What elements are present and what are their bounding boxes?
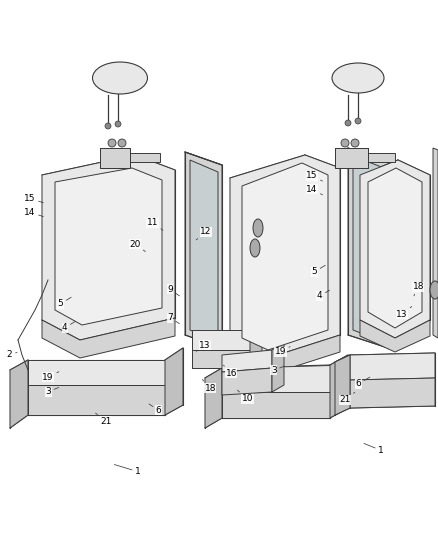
Polygon shape [165, 348, 183, 415]
Text: 4: 4 [62, 321, 76, 332]
Polygon shape [230, 335, 340, 375]
Text: 5: 5 [311, 265, 325, 276]
Text: 21: 21 [339, 392, 355, 404]
Text: 20: 20 [129, 240, 145, 252]
Text: 15: 15 [24, 194, 43, 203]
Circle shape [341, 139, 349, 147]
Polygon shape [55, 168, 162, 325]
Text: 16: 16 [223, 365, 237, 377]
Text: 3: 3 [271, 366, 284, 375]
Text: 7: 7 [167, 313, 180, 324]
Polygon shape [230, 155, 340, 358]
Circle shape [118, 139, 126, 147]
Polygon shape [360, 160, 430, 338]
Polygon shape [360, 320, 430, 352]
Text: 19: 19 [275, 346, 290, 356]
Circle shape [351, 139, 359, 147]
Polygon shape [28, 385, 165, 415]
Ellipse shape [92, 62, 148, 94]
Text: 3: 3 [45, 387, 59, 396]
Polygon shape [272, 342, 284, 392]
Text: 15: 15 [306, 172, 322, 181]
Text: 6: 6 [149, 404, 162, 415]
Text: 5: 5 [57, 297, 71, 308]
Polygon shape [348, 148, 388, 348]
Polygon shape [368, 168, 422, 328]
Polygon shape [28, 360, 165, 385]
Text: 18: 18 [202, 379, 216, 392]
Polygon shape [222, 368, 272, 395]
Polygon shape [100, 148, 130, 168]
Polygon shape [433, 148, 438, 338]
Text: 1: 1 [114, 465, 141, 476]
Text: 1: 1 [364, 443, 384, 455]
Polygon shape [10, 360, 28, 428]
Polygon shape [222, 350, 272, 372]
Polygon shape [368, 153, 395, 162]
Polygon shape [242, 163, 328, 350]
Circle shape [108, 139, 116, 147]
Polygon shape [350, 353, 435, 380]
Text: 10: 10 [237, 390, 253, 403]
Text: 21: 21 [95, 413, 112, 425]
Ellipse shape [250, 239, 260, 257]
Text: 13: 13 [196, 341, 211, 352]
Circle shape [345, 120, 351, 126]
Polygon shape [190, 160, 218, 342]
Text: 6: 6 [355, 377, 370, 388]
Polygon shape [130, 153, 160, 162]
Polygon shape [192, 350, 250, 368]
Polygon shape [250, 322, 262, 368]
Polygon shape [335, 355, 350, 415]
Polygon shape [42, 318, 175, 358]
Polygon shape [205, 368, 222, 428]
Circle shape [105, 123, 111, 129]
Polygon shape [335, 148, 368, 168]
Ellipse shape [332, 63, 384, 93]
Polygon shape [222, 392, 330, 418]
Polygon shape [330, 355, 348, 418]
Ellipse shape [253, 219, 263, 237]
Polygon shape [192, 330, 250, 350]
Polygon shape [222, 365, 330, 392]
Text: 2: 2 [7, 350, 17, 359]
Text: 14: 14 [24, 208, 43, 216]
Polygon shape [185, 152, 222, 348]
Polygon shape [350, 378, 435, 408]
Text: 12: 12 [196, 228, 212, 240]
Circle shape [115, 121, 121, 127]
Ellipse shape [430, 281, 438, 299]
Text: 11: 11 [147, 219, 163, 230]
Text: 13: 13 [396, 306, 412, 319]
Text: 14: 14 [306, 185, 322, 195]
Text: 19: 19 [42, 372, 59, 382]
Polygon shape [353, 156, 384, 342]
Circle shape [355, 118, 361, 124]
Text: 4: 4 [317, 290, 329, 300]
Text: 18: 18 [413, 282, 424, 296]
Text: 9: 9 [167, 285, 180, 296]
Polygon shape [42, 155, 175, 340]
